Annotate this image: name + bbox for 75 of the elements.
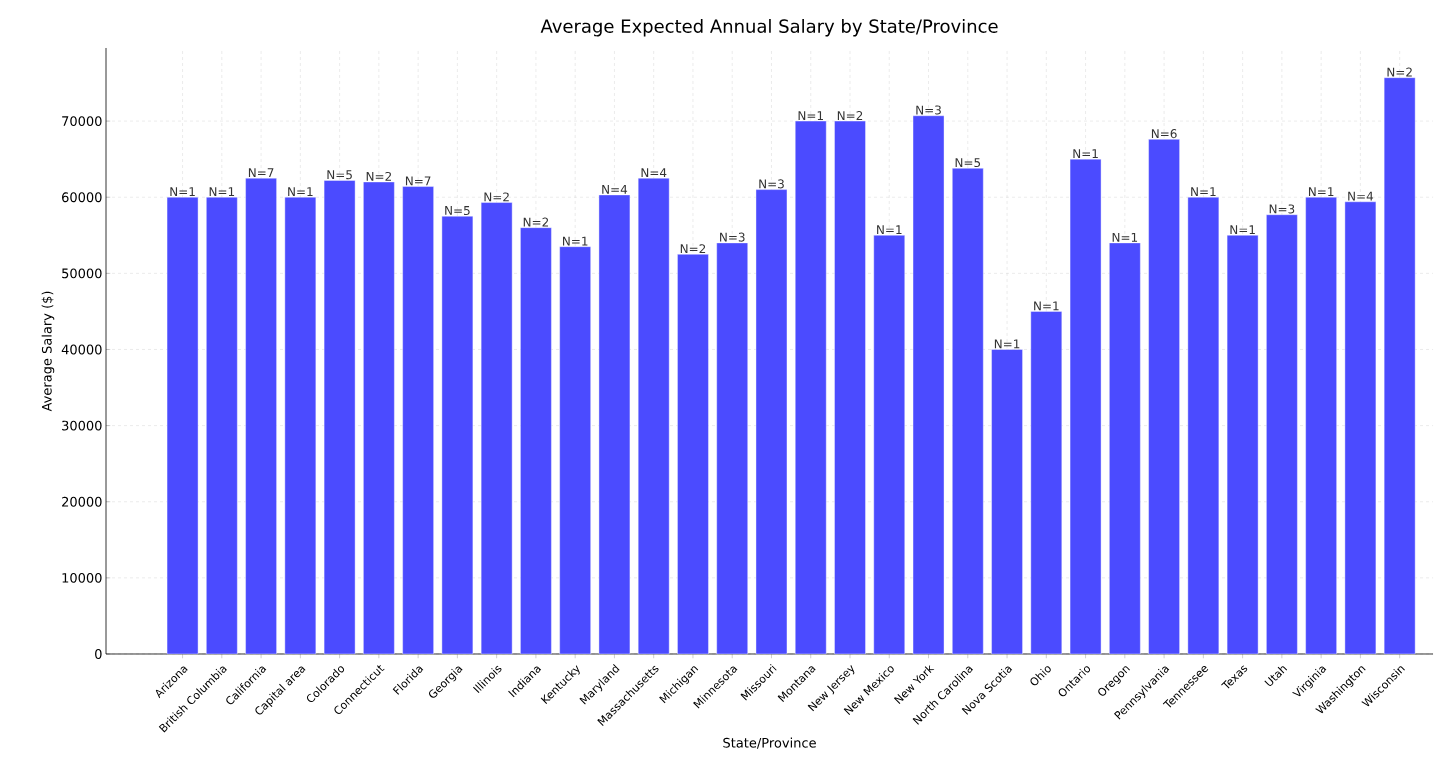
- chart-title: Average Expected Annual Salary by State/Province: [540, 19, 998, 37]
- annotation: N=7: [248, 168, 274, 177]
- bar: [1030, 311, 1063, 655]
- bar: [716, 242, 748, 655]
- bar: [323, 180, 356, 655]
- bar: [441, 216, 474, 655]
- annotation: N=2: [366, 171, 391, 181]
- annotation: N=2: [523, 217, 549, 227]
- bar: [363, 181, 395, 655]
- bar: [284, 197, 317, 655]
- annotation: N=3: [720, 232, 745, 242]
- bar: [834, 120, 866, 655]
- bar: [755, 189, 788, 655]
- annotation: N=6: [1151, 129, 1177, 139]
- x-axis-title: State/Province: [723, 737, 816, 749]
- y-tick-label: 30000: [62, 420, 102, 431]
- annotation: N=2: [837, 110, 863, 120]
- annotation: N=4: [1348, 191, 1374, 201]
- bar: [245, 177, 277, 655]
- annotation: N=1: [1034, 301, 1059, 311]
- annotation: N=5: [445, 206, 470, 216]
- annotation: N=1: [209, 187, 235, 197]
- annotation: N=1: [1230, 225, 1255, 235]
- annotation: N=2: [680, 244, 706, 254]
- bar: [873, 235, 905, 655]
- bar: [598, 194, 631, 655]
- annotation: N=1: [877, 225, 902, 235]
- bar: [1109, 242, 1141, 655]
- annotation: N=2: [484, 192, 509, 202]
- annotation: N=1: [994, 339, 1020, 349]
- annotation: N=1: [798, 111, 823, 120]
- annotation: N=3: [1269, 204, 1295, 214]
- y-tick-label: 40000: [61, 344, 102, 355]
- annotation: N=7: [405, 176, 431, 186]
- bar: [795, 120, 827, 655]
- y-tick-label: 20000: [62, 496, 102, 507]
- annotation: N=4: [641, 168, 667, 177]
- bar: [912, 115, 945, 655]
- bar: [206, 197, 238, 655]
- annotation: N=3: [759, 179, 784, 189]
- annotation: N=3: [916, 105, 941, 115]
- y-tick-label: 70000: [62, 116, 102, 126]
- annotation: N=1: [1308, 187, 1334, 197]
- bar: [638, 177, 670, 655]
- bar: [1383, 77, 1416, 655]
- bar: [480, 202, 513, 655]
- bar: [1226, 235, 1259, 655]
- annotation: N=1: [1191, 187, 1216, 197]
- annotation: N=5: [327, 170, 352, 180]
- annotation: N=5: [955, 158, 981, 168]
- annotation: N=4: [602, 184, 628, 194]
- y-tick-label: 50000: [62, 268, 102, 279]
- bar: [1187, 197, 1220, 655]
- annotation: N=1: [1073, 149, 1098, 158]
- bar: [402, 186, 434, 655]
- bar: [1344, 201, 1377, 655]
- y-tick-label: 0: [95, 649, 102, 659]
- annotation: N=2: [1387, 67, 1412, 77]
- y-tick-label: 60000: [62, 192, 102, 203]
- bar: [1305, 197, 1337, 655]
- annotation: N=1: [1112, 232, 1138, 242]
- bar: [166, 197, 199, 655]
- bar: [677, 254, 709, 655]
- annotation: N=1: [170, 187, 195, 197]
- bar: [1266, 214, 1298, 655]
- bar: [991, 349, 1023, 655]
- annotation: N=1: [563, 236, 588, 246]
- bar: [1069, 158, 1102, 655]
- y-axis-title: Average Salary ($): [41, 291, 55, 412]
- bar: [520, 227, 552, 655]
- annotation: N=1: [288, 187, 313, 197]
- y-tick-label: 10000: [62, 572, 102, 583]
- bar: [1148, 139, 1180, 655]
- bar: [952, 168, 984, 655]
- bar: [559, 246, 591, 655]
